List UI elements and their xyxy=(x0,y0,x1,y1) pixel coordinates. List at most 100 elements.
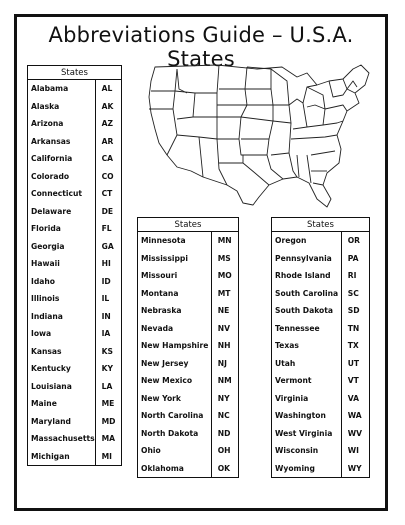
table-row: North Carolina NC xyxy=(137,407,240,425)
state-abbreviation: MT xyxy=(210,284,240,302)
table-row: Virginia VA xyxy=(271,389,371,407)
table-header: States xyxy=(271,217,370,232)
state-name: Michigan xyxy=(27,447,96,466)
state-abbreviation: MI xyxy=(94,447,123,466)
table-row: Colorado CO xyxy=(27,167,123,185)
state-name: Wisconsin xyxy=(271,442,342,460)
state-abbreviation: OR xyxy=(340,231,371,250)
table-row: Louisiana LA xyxy=(27,377,123,395)
table-row: Pennsylvania PA xyxy=(271,249,371,267)
state-name: South Carolina xyxy=(271,284,342,302)
table-row: Alabama AL xyxy=(27,79,123,98)
state-abbreviation: VA xyxy=(340,389,371,407)
state-abbreviation: NH xyxy=(210,337,240,355)
state-abbreviation: GA xyxy=(94,237,123,255)
state-name: Louisiana xyxy=(27,377,96,395)
table-header: States xyxy=(27,65,122,80)
state-name: North Carolina xyxy=(137,407,212,425)
state-abbreviation: WA xyxy=(340,407,371,425)
state-abbreviation: OH xyxy=(210,442,240,460)
state-abbreviation: WY xyxy=(340,459,371,478)
state-abbreviation: RI xyxy=(340,267,371,285)
state-name: New Mexico xyxy=(137,372,212,390)
state-name: Idaho xyxy=(27,272,96,290)
state-name: South Dakota xyxy=(271,302,342,320)
state-name: Montana xyxy=(137,284,212,302)
state-abbreviation: WI xyxy=(340,442,371,460)
table-row: Oklahoma OK xyxy=(137,459,240,478)
table-row: Texas TX xyxy=(271,337,371,355)
state-abbreviation: IL xyxy=(94,290,123,308)
state-name: Florida xyxy=(27,220,96,238)
state-abbreviation: NY xyxy=(210,389,240,407)
table-header: States xyxy=(137,217,239,232)
state-abbreviation: MD xyxy=(94,412,123,430)
state-abbreviation: NE xyxy=(210,302,240,320)
state-name: West Virginia xyxy=(271,424,342,442)
table-row: Michigan MI xyxy=(27,447,123,466)
state-name: Pennsylvania xyxy=(271,249,342,267)
table-row: Hawaii HI xyxy=(27,255,123,273)
table-row: South Carolina SC xyxy=(271,284,371,302)
state-abbreviation: KS xyxy=(94,342,123,360)
states-table-2: States Minnesota MN Mississippi MS Missouri M… xyxy=(137,217,240,478)
table-row: Arizona AZ xyxy=(27,115,123,133)
table-row: Nevada NV xyxy=(137,319,240,337)
state-name: Mississippi xyxy=(137,249,212,267)
state-abbreviation: AK xyxy=(94,97,123,115)
table-row: Kansas KS xyxy=(27,342,123,360)
table-row: Indiana IN xyxy=(27,307,123,325)
state-name: Maine xyxy=(27,395,96,413)
table-row: New York NY xyxy=(137,389,240,407)
table-row: Rhode Island RI xyxy=(271,267,371,285)
state-name: Minnesota xyxy=(137,231,212,250)
state-name: Kentucky xyxy=(27,360,96,378)
state-abbreviation: IA xyxy=(94,325,123,343)
state-name: Wyoming xyxy=(271,459,342,478)
state-abbreviation: WV xyxy=(340,424,371,442)
state-name: Indiana xyxy=(27,307,96,325)
table-row: Maryland MD xyxy=(27,412,123,430)
state-abbreviation: UT xyxy=(340,354,371,372)
state-name: Georgia xyxy=(27,237,96,255)
state-abbreviation: NV xyxy=(210,319,240,337)
table-row: Vermont VT xyxy=(271,372,371,390)
table-row: New Jersey NJ xyxy=(137,354,240,372)
worksheet-frame: Abbreviations Guide – U.S.A. States xyxy=(14,14,388,511)
table-row: West Virginia WV xyxy=(271,424,371,442)
table-row: Missouri MO xyxy=(137,267,240,285)
state-abbreviation: MS xyxy=(210,249,240,267)
state-name: Arkansas xyxy=(27,132,96,150)
state-name: Colorado xyxy=(27,167,96,185)
state-abbreviation: AZ xyxy=(94,115,123,133)
state-name: New Hampshire xyxy=(137,337,212,355)
state-abbreviation: ID xyxy=(94,272,123,290)
table-row: California CA xyxy=(27,150,123,168)
state-name: Massachusetts xyxy=(27,430,96,448)
table-row: Maine ME xyxy=(27,395,123,413)
state-abbreviation: KY xyxy=(94,360,123,378)
state-name: Tennessee xyxy=(271,319,342,337)
table-row: Kentucky KY xyxy=(27,360,123,378)
state-name: Virginia xyxy=(271,389,342,407)
state-name: New Jersey xyxy=(137,354,212,372)
state-name: Connecticut xyxy=(27,185,96,203)
state-abbreviation: MO xyxy=(210,267,240,285)
state-name: Maryland xyxy=(27,412,96,430)
table-row: Utah UT xyxy=(271,354,371,372)
usa-states-map-icon xyxy=(148,64,370,208)
states-table-3: States Oregon OR Pennsylvania PA Rhode Islan… xyxy=(271,217,371,478)
state-name: Illinois xyxy=(27,290,96,308)
table-row: Wisconsin WI xyxy=(271,442,371,460)
table-row: Wyoming WY xyxy=(271,459,371,478)
table-row: Washington WA xyxy=(271,407,371,425)
table-row: Arkansas AR xyxy=(27,132,123,150)
state-name: Vermont xyxy=(271,372,342,390)
table-row: Mississippi MS xyxy=(137,249,240,267)
state-name: North Dakota xyxy=(137,424,212,442)
state-abbreviation: TN xyxy=(340,319,371,337)
table-row: Nebraska NE xyxy=(137,302,240,320)
state-abbreviation: CT xyxy=(94,185,123,203)
state-name: New York xyxy=(137,389,212,407)
state-name: California xyxy=(27,150,96,168)
